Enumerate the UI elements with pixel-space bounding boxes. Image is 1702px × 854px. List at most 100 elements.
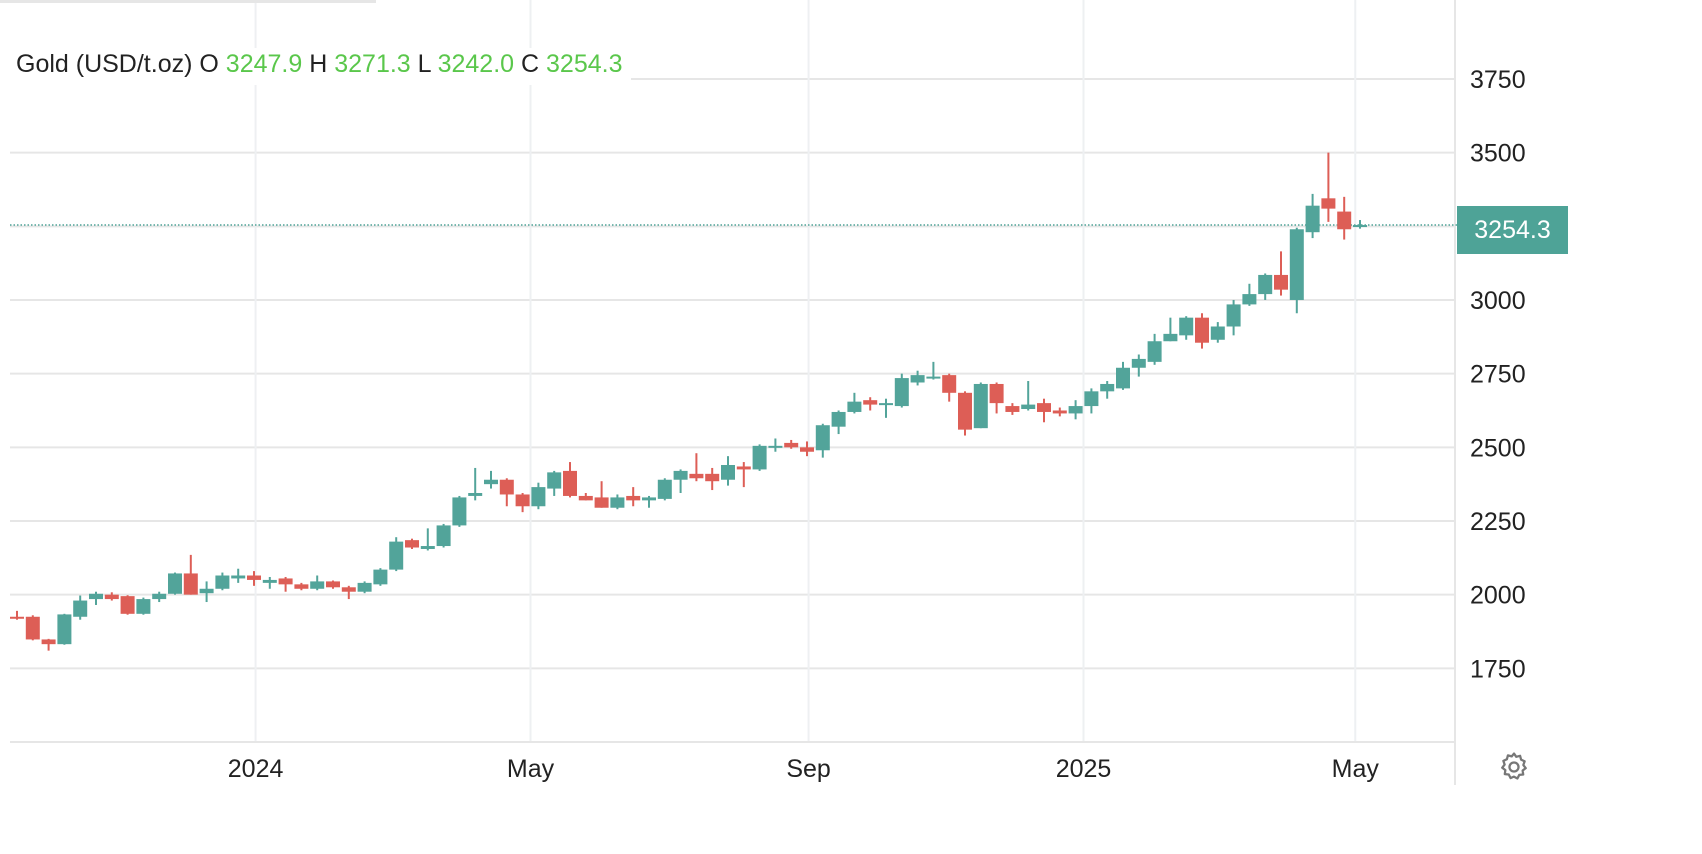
candle-up <box>452 497 467 526</box>
candle-up <box>373 569 388 585</box>
candle-up <box>1353 225 1367 228</box>
y-tick-label: 1750 <box>1470 655 1526 683</box>
candles <box>10 152 1367 651</box>
candle-up <box>136 599 151 614</box>
candle-up <box>847 401 862 412</box>
candle-up <box>1226 304 1241 327</box>
candle-down <box>594 497 609 508</box>
current-price-badge: 3254.3 <box>1457 206 1568 254</box>
candle-up <box>926 376 941 379</box>
candle-down <box>515 494 530 507</box>
candle-up <box>721 465 735 480</box>
candle-up <box>879 403 893 406</box>
candle-down <box>1005 406 1020 412</box>
candle-down <box>405 540 419 548</box>
candle-down <box>705 473 720 482</box>
candle-up <box>1100 383 1115 392</box>
x-tick-label: May <box>507 755 555 783</box>
candle-down <box>41 639 56 645</box>
candle-down <box>626 495 641 501</box>
candle-down <box>800 447 814 452</box>
candle-up <box>657 479 672 499</box>
low-value: 3242.0 <box>437 50 515 78</box>
candle-up <box>89 593 103 600</box>
candle-up <box>168 573 182 594</box>
open-label: O <box>199 50 219 78</box>
candle-up <box>910 375 925 383</box>
candle-up <box>894 378 909 407</box>
candle-down <box>341 587 356 592</box>
high-value: 3271.3 <box>334 50 411 78</box>
y-tick-label: 3000 <box>1470 287 1526 315</box>
candle-down <box>278 578 293 585</box>
candle-up <box>1179 317 1194 336</box>
y-tick-label: 2250 <box>1470 508 1526 536</box>
candle-up <box>752 445 767 470</box>
candle-down <box>326 581 340 588</box>
candle-up <box>1289 229 1304 300</box>
y-axis-labels: 1750 2000 2250 2500 2750 3000 3500 3750 <box>1470 66 1526 683</box>
grid <box>10 0 1457 785</box>
y-tick-label: 2750 <box>1470 361 1526 389</box>
y-tick-label: 2500 <box>1470 434 1526 462</box>
candle-down <box>863 400 878 405</box>
candle-down <box>689 473 704 479</box>
ohlc-legend: Gold (USD/t.oz) O 3247.9 H 3271.3 L 3242… <box>8 48 631 85</box>
x-tick-label: 2024 <box>228 755 284 783</box>
candle-down <box>1337 211 1352 230</box>
candle-down <box>183 573 198 595</box>
y-tick-label: 3750 <box>1470 66 1526 94</box>
candle-up <box>484 479 498 485</box>
candle-up <box>1258 274 1273 295</box>
candle-up <box>468 492 483 496</box>
candle-up <box>610 497 625 508</box>
candle-up <box>215 575 230 589</box>
candle-down <box>1321 198 1336 209</box>
gear-icon[interactable] <box>1497 750 1531 784</box>
candle-up <box>1116 367 1130 389</box>
candle-up <box>199 588 214 594</box>
x-axis-labels: 2024 May Sep 2025 May <box>228 755 1380 783</box>
candle-up <box>152 593 167 600</box>
candle-down <box>247 575 261 580</box>
candle-up <box>673 470 688 480</box>
candle-down <box>563 470 577 496</box>
candle-up <box>1210 326 1225 340</box>
candle-up <box>642 497 656 501</box>
y-tick-label: 2000 <box>1470 582 1526 610</box>
candle-down <box>10 616 24 619</box>
candle-up <box>1242 294 1257 305</box>
candle-down <box>499 479 514 495</box>
candle-down <box>958 392 972 430</box>
y-tick-label: 3500 <box>1470 140 1526 168</box>
close-label: C <box>521 50 540 78</box>
candle-up <box>1305 205 1320 233</box>
candle-down <box>294 584 309 589</box>
low-label: L <box>417 50 431 78</box>
close-value: 3254.3 <box>546 50 623 78</box>
candle-down <box>120 596 135 614</box>
candle-down <box>104 594 119 600</box>
candle-up <box>768 445 783 448</box>
candle-up <box>262 579 277 583</box>
candle-up <box>420 546 435 549</box>
candle-up <box>831 411 846 427</box>
candle-up <box>231 575 246 579</box>
candle-down <box>989 383 1004 404</box>
candle-up <box>436 525 451 547</box>
candle-down <box>942 375 957 393</box>
candle-down <box>1195 317 1209 343</box>
candle-up <box>1068 406 1083 414</box>
candle-up <box>1147 341 1162 362</box>
candle-up <box>357 582 372 592</box>
x-tick-label: 2025 <box>1056 755 1112 783</box>
top-divider <box>0 0 376 3</box>
candle-up <box>1163 333 1178 342</box>
candle-up <box>1084 391 1099 407</box>
candle-up <box>531 487 546 507</box>
candle-down <box>784 442 799 448</box>
candle-down <box>1037 403 1051 412</box>
candle-down <box>578 495 593 501</box>
high-label: H <box>309 50 328 78</box>
